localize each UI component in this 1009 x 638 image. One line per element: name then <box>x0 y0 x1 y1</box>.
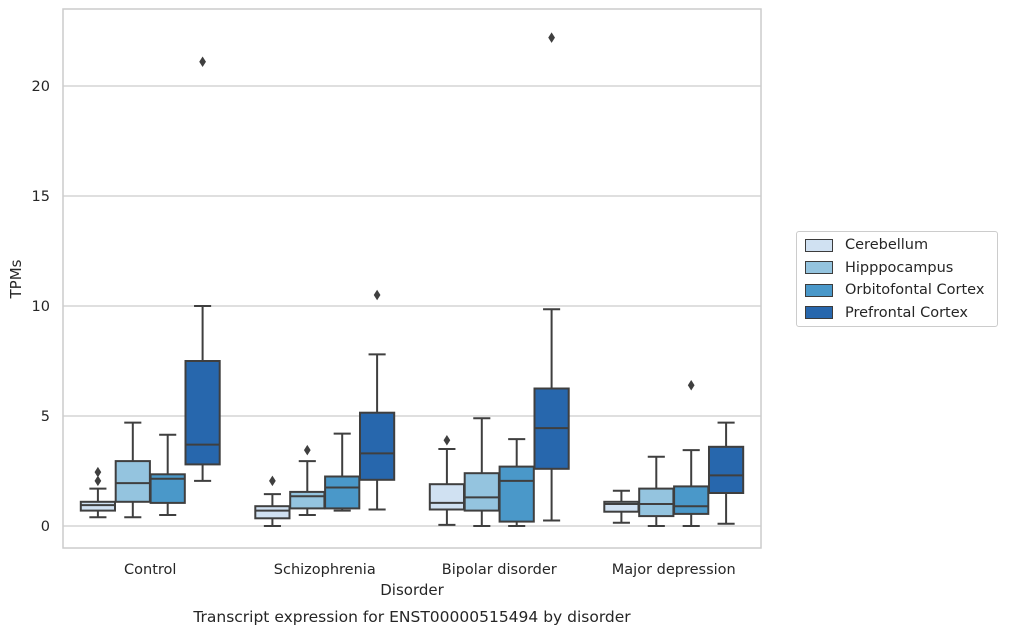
legend-label: Orbitofontal Cortex <box>845 282 985 298</box>
legend-label: Prefrontal Cortex <box>845 304 968 321</box>
outlier-point <box>687 379 695 391</box>
grid-lines <box>63 85 761 527</box>
legend-swatch <box>805 261 833 274</box>
y-tick-label-10: 10 <box>32 299 50 315</box>
chart-caption: Transcript expression for ENST0000051549… <box>192 608 631 626</box>
y-tick-label-5: 5 <box>41 409 50 425</box>
box-iqr <box>184 360 221 466</box>
box-orbitofontal-cortex-control <box>149 433 186 516</box>
plot-background <box>63 9 761 548</box>
x-axis-label: Disorder <box>380 581 444 599</box>
box-prefrontal-cortex-major-depression <box>707 421 745 525</box>
box-prefrontal-cortex-control <box>184 56 221 482</box>
legend-item-prefrontal-cortex: Prefrontal Cortex <box>805 304 968 322</box>
boxes <box>79 32 745 527</box>
legend-label: Hipppocampus <box>845 259 954 276</box>
legend-item-cerebellum: Cerebellum <box>805 236 928 254</box>
outlier-point <box>94 466 102 478</box>
box-iqr <box>498 465 535 523</box>
box-iqr <box>638 487 675 518</box>
box-orbitofontal-cortex-schizophrenia <box>324 432 361 512</box>
y-tick-label-0: 0 <box>41 519 50 535</box>
x-tick-label-schizophrenia: Schizophrenia <box>274 562 376 578</box>
box-cerebellum-schizophrenia <box>254 475 291 527</box>
box-iqr <box>324 475 361 510</box>
y-axis-label: TPMs <box>7 259 25 299</box>
outlier-point <box>373 289 381 301</box>
outlier-point <box>269 475 276 487</box>
legend-swatch <box>805 238 833 252</box>
box-iqr <box>707 445 745 494</box>
y-tick-labels: 0 5 10 15 20 <box>32 79 50 535</box>
outlier-point <box>303 444 311 456</box>
box-prefrontal-cortex-schizophrenia <box>358 289 396 511</box>
box-iqr <box>428 483 466 511</box>
outlier-point <box>94 475 102 487</box>
box-iqr <box>358 411 396 481</box>
box-orbitofontal-cortex-major-depression <box>673 379 710 527</box>
outlier-point <box>199 56 206 68</box>
y-tick-label-20: 20 <box>32 79 50 95</box>
y-tick-label-15: 15 <box>32 189 50 205</box>
box-orbitofontal-cortex-bipolar-disorder <box>498 438 535 527</box>
box-iqr <box>289 490 326 510</box>
box-iqr <box>463 472 500 512</box>
plot-frame <box>62 8 762 549</box>
box-cerebellum-control <box>79 466 117 519</box>
box-cerebellum-bipolar-disorder <box>428 434 466 526</box>
outlier-point <box>443 434 451 446</box>
box-iqr <box>79 500 117 512</box>
box-prefrontal-cortex-bipolar-disorder <box>533 32 570 522</box>
x-tick-label-control: Control <box>124 562 176 578</box>
x-tick-label-bipolar-disorder: Bipolar disorder <box>442 562 557 578</box>
legend-item-orbitofontal-cortex: Orbitofontal Cortex <box>805 281 984 299</box>
legend-label: Cerebellum <box>845 237 929 253</box>
box-iqr <box>673 485 710 515</box>
box-hipppocampus-bipolar-disorder <box>463 417 500 527</box>
box-iqr <box>114 460 151 503</box>
x-tick-labels: Control Schizophrenia Bipolar disorder Majo… <box>124 562 736 578</box>
legend-item-hipppocampus: Hipppocampus <box>805 259 953 277</box>
box-hipppocampus-control <box>114 421 151 519</box>
box-iqr <box>254 505 291 520</box>
outlier-point <box>548 32 555 43</box>
x-tick-label-major-depression: Major depression <box>612 562 736 578</box>
legend-swatch <box>805 283 833 297</box>
legend-swatch <box>805 306 833 319</box>
legend: Cerebellum Hipppocampus Orbitofontal Corte… <box>796 231 998 327</box>
